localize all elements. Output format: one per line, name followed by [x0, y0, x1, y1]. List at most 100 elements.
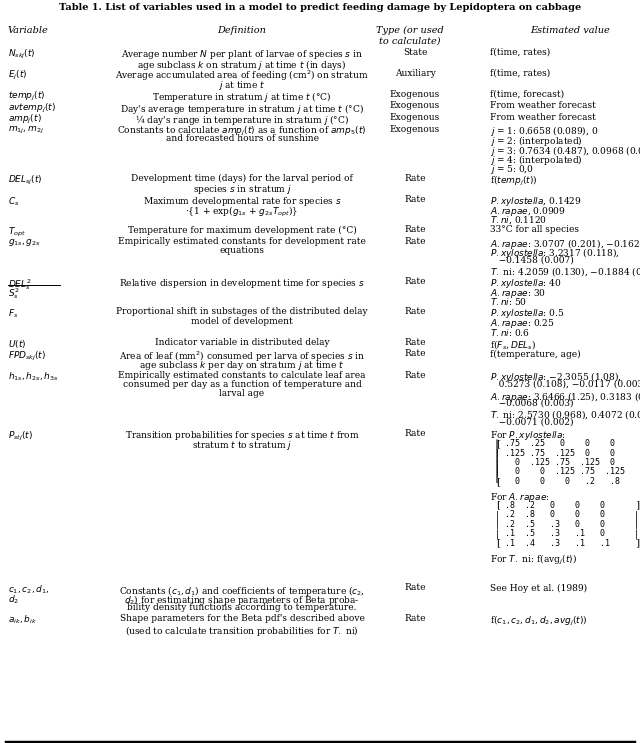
Text: $temp_j(t)$: $temp_j(t)$: [8, 90, 45, 103]
Text: Table 1. List of variables used in a model to predict feeding damage by Lepidopt: Table 1. List of variables used in a mod…: [59, 3, 581, 12]
Text: Variable: Variable: [8, 26, 49, 35]
Text: age subclass $k$ per day on stratum $j$ at time $t$: age subclass $k$ per day on stratum $j$ …: [140, 359, 345, 372]
Text: .2  .5   .3   0    0: .2 .5 .3 0 0: [505, 520, 605, 529]
Text: Constants ($c_1, d_1$) and coefficients of temperature ($c_2$,: Constants ($c_1, d_1$) and coefficients …: [119, 583, 365, 597]
Text: $T. ni$, 0.1120: $T. ni$, 0.1120: [490, 214, 547, 226]
Text: Rate: Rate: [404, 349, 426, 359]
Text: .1  .4   .3   .1   .1: .1 .4 .3 .1 .1: [505, 539, 610, 548]
Text: |: |: [635, 520, 638, 529]
Text: Day's average temperature in stratum $j$ at time $t$ (°C): Day's average temperature in stratum $j$…: [120, 102, 364, 115]
Text: $j$ = 3: 0.7634 (0.487), 0.0968 (0.057): $j$ = 3: 0.7634 (0.487), 0.0968 (0.057): [490, 143, 640, 158]
Text: 0  .125 .75  .125  0: 0 .125 .75 .125 0: [505, 458, 615, 467]
Text: $P. xylostella$: 3.2317 (0.118),: $P. xylostella$: 3.2317 (0.118),: [490, 247, 620, 261]
Text: 0    0    0   .2   .8: 0 0 0 .2 .8: [505, 477, 620, 486]
Text: |: |: [496, 467, 499, 477]
Text: Maximum developmental rate for species $s$: Maximum developmental rate for species $…: [143, 195, 341, 208]
Text: Estimated value: Estimated value: [530, 26, 610, 35]
Text: $c_1, c_2, d_1,$: $c_1, c_2, d_1,$: [8, 583, 49, 596]
Text: $a_{ik}, b_{ik}$: $a_{ik}, b_{ik}$: [8, 614, 37, 626]
Text: $T.$ ni: 2.5730 (0.968), 0.4072 (0.097),: $T.$ ni: 2.5730 (0.968), 0.4072 (0.097),: [490, 409, 640, 421]
Text: Rate: Rate: [404, 174, 426, 183]
Text: bility density functions according to temperature.: bility density functions according to te…: [127, 603, 356, 611]
Text: $T_{opt}$: $T_{opt}$: [8, 225, 26, 239]
Text: species $s$ in stratum $j$: species $s$ in stratum $j$: [193, 184, 291, 196]
Text: $P. xylostella$, 0.1429: $P. xylostella$, 0.1429: [490, 195, 582, 208]
Text: $A. rapae$: 3.0707 (0.201), −0.1624 (0.012): $A. rapae$: 3.0707 (0.201), −0.1624 (0.0…: [490, 237, 640, 251]
Text: Area of leaf (mm$^2$) consumed per larva of species $s$ in: Area of leaf (mm$^2$) consumed per larva…: [119, 349, 365, 364]
Text: f(time, rates): f(time, rates): [490, 48, 550, 57]
Text: $DEL_s^2$: $DEL_s^2$: [8, 277, 32, 292]
Text: ·{1 + exp($g_{1s}$ + $g_{2s}$$T_{opt}$)}: ·{1 + exp($g_{1s}$ + $g_{2s}$$T_{opt}$)}: [186, 204, 298, 218]
Text: larval age: larval age: [220, 389, 264, 398]
Text: |: |: [635, 529, 638, 539]
Text: Exogenous: Exogenous: [390, 125, 440, 134]
Text: $d_2$: $d_2$: [8, 593, 19, 606]
Text: Empirically estimated constants to calculate leaf area: Empirically estimated constants to calcu…: [118, 371, 365, 380]
Text: [: [: [496, 501, 500, 510]
Text: $j$ = 5: 0,0: $j$ = 5: 0,0: [490, 163, 534, 175]
Text: Rate: Rate: [404, 277, 426, 286]
Text: Rate: Rate: [404, 195, 426, 204]
Text: age subclass $k$ on stratum $j$ at time $t$ (in days): age subclass $k$ on stratum $j$ at time …: [138, 57, 347, 71]
Text: $A. rapae$: 3.6466 (1.25), 0.3183 (0.124),: $A. rapae$: 3.6466 (1.25), 0.3183 (0.124…: [490, 389, 640, 403]
Text: |: |: [496, 510, 499, 520]
Text: Type (or used
to calculate): Type (or used to calculate): [376, 26, 444, 45]
Text: Auxiliary: Auxiliary: [395, 69, 435, 78]
Text: f($temp_j(t)$): f($temp_j(t)$): [490, 174, 538, 188]
Text: $g_{1s}, g_{2s}$: $g_{1s}, g_{2s}$: [8, 237, 41, 248]
Text: .8  .2   0    0    0: .8 .2 0 0 0: [505, 501, 605, 510]
Text: $N_{skj}(t)$: $N_{skj}(t)$: [8, 48, 35, 61]
Text: f(time, rates): f(time, rates): [490, 69, 550, 78]
Text: Exogenous: Exogenous: [390, 113, 440, 122]
Text: See Hoy et al. (1989): See Hoy et al. (1989): [490, 583, 587, 593]
Text: f($c_1, c_2, d_1, d_2, avg_j(t)$): f($c_1, c_2, d_1, d_2, avg_j(t)$): [490, 614, 588, 628]
Text: 0    0  .125 .75  .125: 0 0 .125 .75 .125: [505, 467, 625, 476]
Text: Definition: Definition: [218, 26, 266, 35]
Text: |: |: [635, 510, 638, 520]
Text: |: |: [496, 520, 499, 529]
Text: $P_{stj}(t)$: $P_{stj}(t)$: [8, 429, 33, 443]
Text: 33°C for all species: 33°C for all species: [490, 225, 579, 235]
Text: For $P. xylostella$:: For $P. xylostella$:: [490, 429, 566, 443]
Text: Rate: Rate: [404, 371, 426, 380]
Text: Relative dispersion in development time for species $s$: Relative dispersion in development time …: [119, 277, 365, 290]
Text: .1  .5   .3   .1   0: .1 .5 .3 .1 0: [505, 529, 605, 538]
Text: Exogenous: Exogenous: [390, 90, 440, 99]
Text: |: |: [496, 458, 499, 467]
Text: .125 .75  .125  0    0: .125 .75 .125 0 0: [505, 449, 615, 458]
Text: $P. xylostella$: 0.5: $P. xylostella$: 0.5: [490, 308, 564, 320]
Text: Rate: Rate: [404, 237, 426, 246]
Text: Average number $N$ per plant of larvae of species $s$ in: Average number $N$ per plant of larvae o…: [121, 48, 363, 61]
Text: Proportional shift in substages of the distributed delay: Proportional shift in substages of the d…: [116, 308, 368, 317]
Text: For $A. rapae$:: For $A. rapae$:: [490, 491, 550, 504]
Text: .2  .8   0    0    0: .2 .8 0 0 0: [505, 510, 605, 519]
Text: $m_{1j}, m_{2j}$: $m_{1j}, m_{2j}$: [8, 125, 44, 136]
Text: $T. ni$: 0.6: $T. ni$: 0.6: [490, 326, 530, 337]
Text: $A. rapae$, 0.0909: $A. rapae$, 0.0909: [490, 204, 566, 218]
Text: Rate: Rate: [404, 308, 426, 317]
Text: Temperature in stratum $j$ at time $t$ (°C): Temperature in stratum $j$ at time $t$ (…: [152, 90, 332, 104]
Text: [: [: [496, 477, 500, 486]
Text: Development time (days) for the larval period of: Development time (days) for the larval p…: [131, 174, 353, 183]
Text: model of development: model of development: [191, 317, 293, 326]
Text: $P. xylostella$: 40: $P. xylostella$: 40: [490, 277, 562, 290]
Text: .75  .25   0    0    0: .75 .25 0 0 0: [505, 439, 615, 448]
Text: $amp_j(t)$: $amp_j(t)$: [8, 113, 42, 126]
Text: ¼ day's range in temperature in stratum $j$ (°C): ¼ day's range in temperature in stratum …: [135, 113, 349, 127]
Text: −0.0071 (0.002): −0.0071 (0.002): [490, 418, 573, 427]
Text: From weather forecast: From weather forecast: [490, 113, 596, 122]
Text: ]: ]: [635, 501, 639, 510]
Text: $DEL_{sj}(t)$: $DEL_{sj}(t)$: [8, 174, 43, 187]
Text: Exogenous: Exogenous: [390, 102, 440, 111]
Text: From weather forecast: From weather forecast: [490, 102, 596, 111]
Text: 0.5273 (0.108), −0.0117 (0.003): 0.5273 (0.108), −0.0117 (0.003): [490, 380, 640, 389]
Text: Rate: Rate: [404, 225, 426, 235]
Text: Rate: Rate: [404, 614, 426, 623]
Text: Rate: Rate: [404, 583, 426, 592]
Text: Empirically estimated constants for development rate: Empirically estimated constants for deve…: [118, 237, 366, 246]
Text: $j$ = 1: 0.6658 (0.089), 0: $j$ = 1: 0.6658 (0.089), 0: [490, 125, 598, 138]
Text: Constants to calculate $amp_j(t)$ as a function of $amp_5(t)$: Constants to calculate $amp_j(t)$ as a f…: [117, 125, 367, 137]
Text: $U(t)$: $U(t)$: [8, 338, 26, 350]
Text: $A. rapae$: 30: $A. rapae$: 30: [490, 287, 546, 299]
Text: Rate: Rate: [404, 429, 426, 438]
